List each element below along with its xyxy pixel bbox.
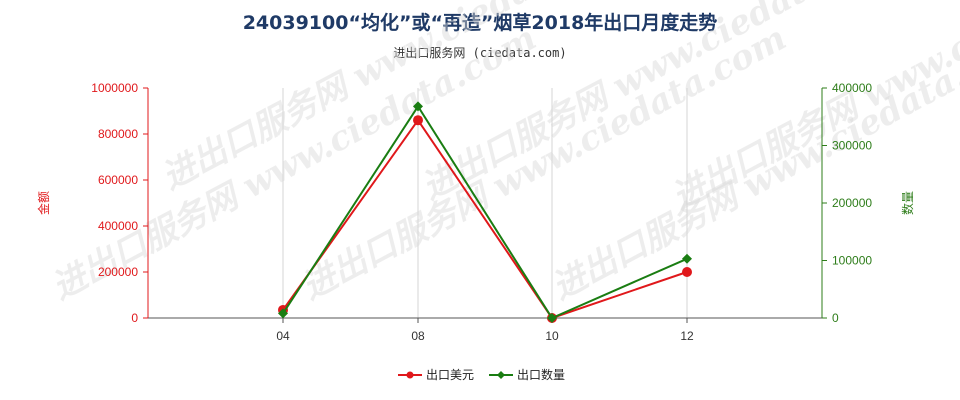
right-axis-title: 数量 [900, 191, 915, 215]
grid-layer [282, 88, 688, 318]
series-line-export-quantity [282, 104, 688, 320]
axes-layer: 0 200000 400000 600000 800000 1000000 金额 0 10000… [36, 81, 915, 343]
legend-label: 出口美元 [426, 368, 474, 382]
data-point-qty-04 [278, 308, 288, 319]
x-tick-label: 10 [545, 329, 559, 343]
left-axis-title: 金额 [36, 191, 51, 215]
right-tick-label: 0 [832, 311, 839, 325]
x-tick-label: 12 [680, 329, 694, 343]
left-tick-label: 400000 [98, 219, 138, 233]
left-tick-label: 1000000 [91, 81, 138, 95]
x-tick-label: 04 [276, 329, 290, 343]
left-tick-label: 800000 [98, 127, 138, 141]
right-tick-label: 400000 [832, 81, 872, 95]
legend-swatch-marker [406, 371, 414, 379]
legend-swatch-marker [497, 371, 505, 379]
right-tick-label: 100000 [832, 254, 872, 268]
series-layer [278, 101, 692, 323]
data-point-qty-08 [413, 101, 423, 112]
data-point-usd-08 [413, 115, 423, 126]
right-tick-label: 300000 [832, 139, 872, 153]
right-tick-label: 200000 [832, 196, 872, 210]
data-point-usd-12 [682, 267, 692, 277]
legend: 出口美元 出口数量 [398, 367, 565, 382]
left-tick-label: 600000 [98, 173, 138, 187]
legend-label: 出口数量 [517, 367, 565, 382]
left-tick-label: 0 [131, 311, 138, 325]
left-tick-label: 200000 [98, 265, 138, 279]
x-tick-label: 08 [411, 329, 425, 343]
series-line-export-usd [282, 118, 688, 320]
data-point-qty-10 [547, 313, 557, 323]
chart-title: 24039100“均化”或“再造”烟草2018年出口月度走势 [242, 12, 718, 34]
data-point-qty-12 [682, 253, 692, 264]
chart-subtitle: 进出口服务网 (ciedata.com) [393, 46, 567, 60]
